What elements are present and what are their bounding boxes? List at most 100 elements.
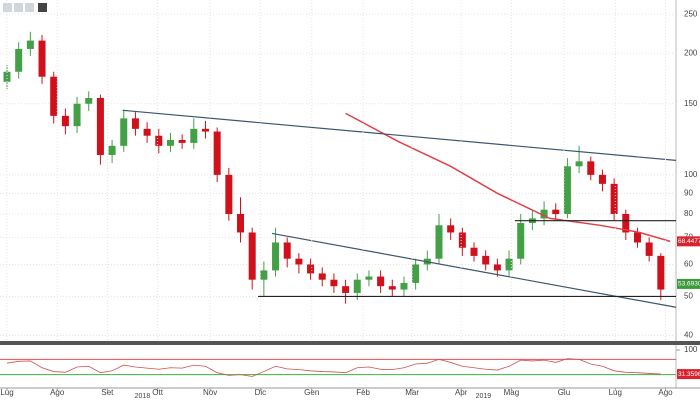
- x-tick-label: Lug: [0, 388, 13, 397]
- candle-body: [272, 242, 280, 271]
- tool-button[interactable]: [3, 3, 12, 12]
- candle-body: [540, 209, 548, 219]
- candle-body: [645, 242, 653, 256]
- candle-body: [73, 103, 81, 127]
- candle-body: [377, 276, 385, 287]
- candle-body: [283, 242, 291, 259]
- candle-body: [108, 145, 116, 155]
- candle-body: [260, 270, 268, 280]
- candle-body: [38, 40, 46, 77]
- candle-body: [330, 279, 338, 287]
- price-label: 53.6930: [678, 281, 700, 288]
- candle-body: [85, 97, 93, 104]
- candle-body: [657, 255, 665, 290]
- y-tick-label: 100: [684, 170, 698, 179]
- x-tick-label: Giu: [558, 388, 570, 397]
- candle-body: [166, 139, 174, 146]
- candle-body: [633, 232, 641, 243]
- candle-body: [388, 286, 396, 290]
- tool-button[interactable]: [25, 3, 34, 12]
- candle-body: [447, 225, 455, 233]
- candle-body: [3, 71, 11, 82]
- y-tick-label: 90: [684, 188, 693, 197]
- candle-body: [248, 232, 256, 280]
- tool-button[interactable]: [14, 3, 23, 12]
- y-tick-label: 80: [684, 209, 693, 218]
- x-tick-label: Lug: [609, 388, 622, 397]
- candle-body: [237, 213, 245, 233]
- candle-body: [435, 225, 443, 259]
- panel-divider: [0, 341, 700, 345]
- x-tick-label: Mar: [405, 388, 419, 397]
- candle-body: [365, 276, 373, 280]
- candle-body: [307, 264, 315, 274]
- price-label: 68.4477: [678, 238, 700, 245]
- x-tick-label: Nov: [203, 388, 217, 397]
- y-tick-label: 200: [684, 48, 698, 57]
- candle-body: [505, 258, 513, 271]
- x-tick-label: Dic: [255, 388, 267, 397]
- candle-body: [143, 128, 151, 136]
- candle-body: [50, 76, 58, 116]
- tool-button[interactable]: [38, 3, 47, 12]
- candle-body: [190, 128, 198, 143]
- candle-body: [610, 183, 618, 214]
- year-label: 2019: [476, 393, 492, 400]
- price-label-box: [677, 236, 700, 247]
- candle-body: [353, 279, 361, 293]
- trend-line: [122, 109, 677, 161]
- y-tick-label: 250: [684, 9, 698, 18]
- candle-body: [400, 282, 408, 290]
- candle-body: [622, 213, 630, 233]
- candle-body: [482, 255, 490, 265]
- x-tick-label: Apr: [455, 388, 468, 397]
- moving-average: [345, 112, 671, 243]
- x-tick-label: Ott: [152, 388, 163, 397]
- candle-body: [131, 118, 139, 129]
- candle-body: [470, 247, 478, 256]
- candle-body: [552, 209, 560, 214]
- price-label-box: [677, 369, 700, 380]
- y-tick-label: 100: [684, 345, 698, 354]
- price-label-box: [677, 278, 700, 289]
- x-tick-label: Ago: [658, 388, 673, 397]
- candle-body: [15, 48, 23, 72]
- x-tick-label: Mag: [504, 388, 520, 397]
- price-label: 31.3596: [678, 371, 700, 378]
- candle-body: [598, 174, 606, 184]
- x-tick-label: Ago: [50, 388, 65, 397]
- y-tick-label: 50: [684, 292, 693, 301]
- toolbar: [3, 3, 47, 12]
- candle-body: [155, 135, 163, 146]
- candle-body: [61, 115, 69, 127]
- rsi-line: [6, 358, 661, 377]
- candle-body: [517, 222, 525, 259]
- candle-body: [201, 128, 209, 132]
- trend-line: [271, 232, 677, 308]
- candle-body: [493, 264, 501, 271]
- candle-body: [178, 139, 186, 143]
- y-tick-label: 60: [684, 260, 693, 269]
- candle-body: [295, 258, 303, 265]
- candle-body: [120, 118, 128, 146]
- candle-body: [26, 40, 34, 49]
- candle-body: [213, 131, 221, 175]
- y-tick-label: 150: [684, 99, 698, 108]
- candle-body: [575, 161, 583, 167]
- candle-body: [412, 264, 420, 283]
- x-tick-label: Gen: [304, 388, 319, 397]
- x-tick-label: Feb: [356, 388, 370, 397]
- candle-body: [96, 97, 104, 155]
- candle-body: [318, 273, 326, 280]
- x-tick-label: Set: [101, 388, 114, 397]
- year-label: 2018: [135, 393, 151, 400]
- candle-body: [563, 166, 571, 214]
- candle-body: [458, 232, 466, 248]
- candle-body: [587, 161, 595, 175]
- y-tick-label: 40: [684, 331, 693, 340]
- candle-body: [225, 174, 233, 214]
- candle-body: [342, 286, 350, 293]
